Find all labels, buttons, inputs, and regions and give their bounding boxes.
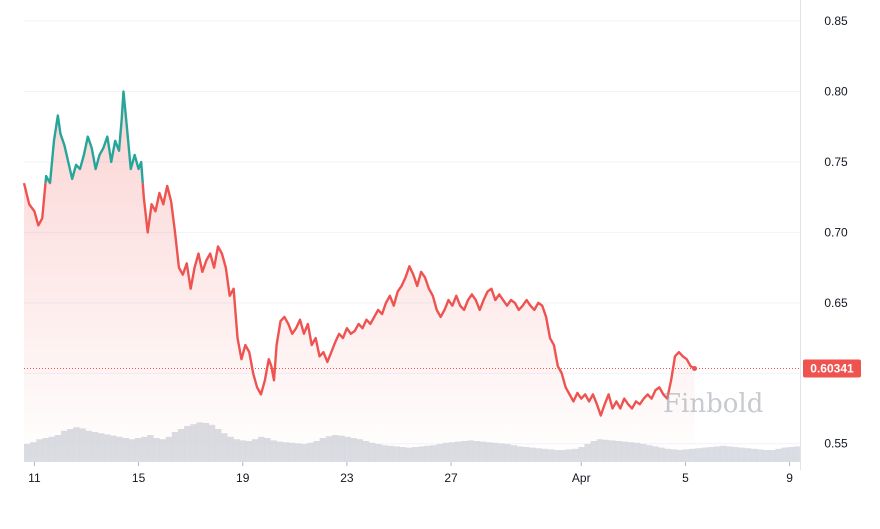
x-axis: 11 15 19 23 27 Apr 5 9 — [28, 462, 793, 485]
x-tick-label: 23 — [340, 471, 354, 485]
y-tick-label: 0.65 — [824, 296, 848, 310]
watermark-logo: Finbold — [663, 389, 763, 419]
price-badge-bg — [803, 359, 861, 378]
volume-bar — [769, 450, 776, 462]
volume-bar — [707, 447, 715, 462]
area-fill — [24, 91, 695, 463]
volume-bar — [719, 445, 727, 462]
price-line-down — [22, 183, 696, 417]
last-price-dot — [692, 365, 698, 371]
price-area-fill — [24, 91, 695, 463]
volume-bar — [787, 447, 795, 462]
y-tick-label: 0.70 — [824, 225, 848, 239]
volume-bar — [756, 449, 764, 462]
volume-bar — [763, 450, 770, 462]
volume-bar — [793, 446, 801, 462]
current-price-marker — [24, 365, 800, 371]
x-tick-label: 5 — [682, 471, 689, 485]
volume-bar — [732, 447, 739, 462]
volume-bar — [781, 447, 788, 462]
x-tick-label: 27 — [444, 471, 458, 485]
volume-bar — [744, 448, 752, 462]
volume-bar — [701, 447, 708, 462]
x-tick-label: 19 — [236, 471, 250, 485]
volume-bar — [695, 448, 702, 462]
price-line — [22, 90, 696, 417]
x-tick-label: Apr — [572, 471, 591, 485]
x-tick-label: 9 — [786, 471, 793, 485]
y-tick-label: 0.75 — [824, 155, 848, 169]
volume-bar — [738, 447, 745, 462]
y-tick-label: 0.80 — [824, 85, 848, 99]
volume-bar — [713, 446, 721, 462]
price-line-up — [24, 90, 144, 184]
y-tick-label: 0.85 — [824, 14, 848, 28]
x-tick-label: 11 — [28, 471, 41, 485]
x-tick-label: 15 — [132, 471, 146, 485]
price-badge-label: 0.60341 — [810, 361, 854, 375]
y-axis: 0.850.800.750.700.650.600.55 — [800, 0, 848, 470]
volume-bar — [750, 448, 758, 462]
volume-bar — [726, 446, 733, 462]
y-tick-label: 0.55 — [824, 437, 848, 451]
current-price-badge: 0.60341 — [803, 359, 861, 378]
volume-bar — [775, 448, 782, 462]
